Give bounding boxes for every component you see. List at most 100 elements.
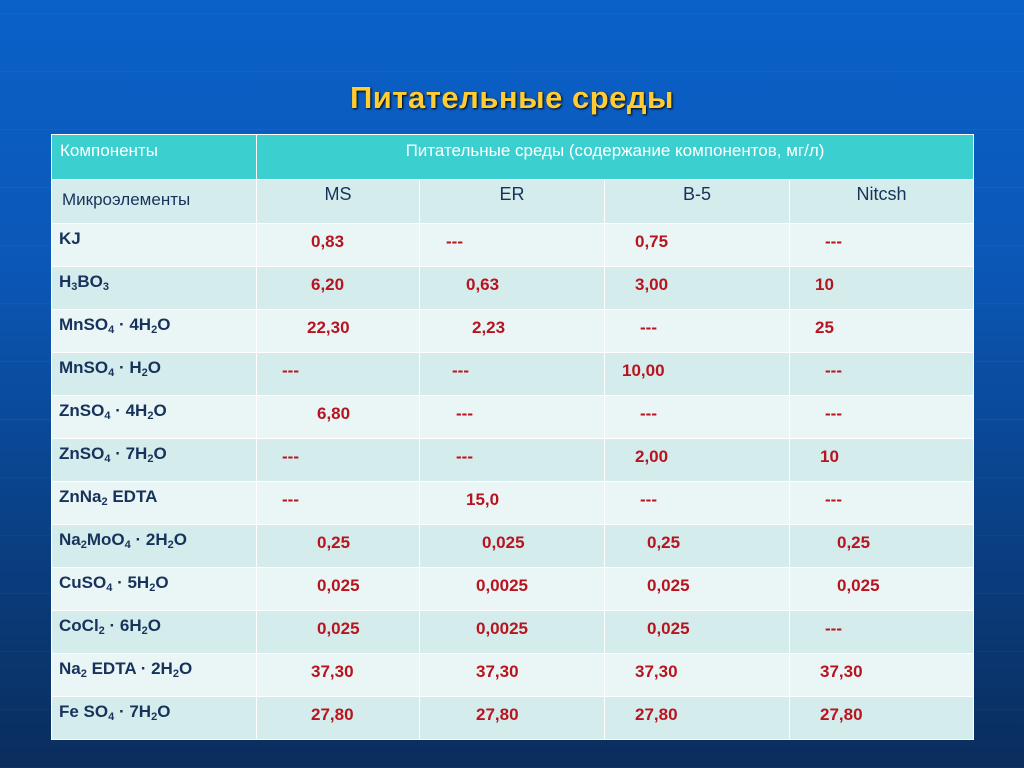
header-microelements-cell: Микроэлементы <box>51 179 257 224</box>
nutrient-media-table: Компоненты Питательные среды (содержание… <box>51 134 974 740</box>
value-cell: --- <box>256 352 420 396</box>
formula-part: · 4H <box>114 315 152 334</box>
value-cell: --- <box>789 223 974 267</box>
component-name-cell: MnSO4 · H2O <box>51 352 257 396</box>
component-name-cell: Fe SO4 · 7H2O <box>51 696 257 740</box>
formula-subscript: 4 <box>104 410 111 422</box>
component-name-cell: MnSO4 · 4H2O <box>51 309 257 353</box>
value-cell: --- <box>256 438 420 482</box>
value-cell: --- <box>419 352 605 396</box>
formula-part: MoO <box>86 530 125 549</box>
table-row: KJ 0,83 --- 0,75 --- <box>51 223 974 267</box>
formula-part: MnSO <box>59 358 109 377</box>
table-row: H3BO3 6,20 0,63 3,00 10 <box>51 266 974 310</box>
component-name-cell: ZnSO4 · 7H2O <box>51 438 257 482</box>
value-cell: 0,25 <box>789 524 974 568</box>
value-cell: 0,0025 <box>419 610 605 654</box>
formula-part: O <box>153 444 167 463</box>
formula-part: MnSO <box>59 315 109 334</box>
formula-subscript: 2 <box>141 625 148 637</box>
formula-part: · 5H <box>112 573 150 592</box>
formula-subscript: 2 <box>80 668 87 680</box>
formula-subscript: 3 <box>102 281 110 293</box>
formula-part: · 7H <box>110 444 148 463</box>
component-name-cell: KJ <box>51 223 257 267</box>
value-cell: 0,025 <box>604 610 790 654</box>
formula-subscript: 4 <box>124 539 131 551</box>
value-cell: 0,75 <box>604 223 790 267</box>
value-cell: 25 <box>789 309 974 353</box>
formula-part: · 4H <box>110 401 148 420</box>
value-cell: 37,30 <box>789 653 974 697</box>
formula-part: EDTA <box>107 487 158 506</box>
header-row-2: Микроэлементы MS ER B-5 Nitcsh <box>51 179 974 224</box>
header-medium-ms: MS <box>256 179 420 224</box>
value-cell: --- <box>419 223 605 267</box>
header-medium-b5: B-5 <box>604 179 790 224</box>
formula-part: EDTA · 2H <box>86 659 173 678</box>
table-row: ZnNa2 EDTA --- 15,0 --- --- <box>51 481 974 525</box>
component-name-cell: Na2MoO4 · 2H2O <box>51 524 257 568</box>
value-cell: 2,00 <box>604 438 790 482</box>
value-cell: 10 <box>789 438 974 482</box>
formula-subscript: 4 <box>108 324 115 336</box>
formula-subscript: 4 <box>108 711 115 723</box>
value-cell: 0,025 <box>419 524 605 568</box>
formula-part: ZnNa <box>59 487 102 506</box>
formula-subscript: 2 <box>167 539 174 551</box>
value-cell: --- <box>419 438 605 482</box>
formula-subscript: 4 <box>108 367 115 379</box>
value-cell: 0,25 <box>256 524 420 568</box>
formula-subscript: 2 <box>101 496 108 508</box>
table-row: MnSO4 · H2O --- --- 10,00 --- <box>51 352 974 396</box>
value-cell: 0,0025 <box>419 567 605 611</box>
table-row: CuSO4 · 5H2O 0,025 0,0025 0,025 0,025 <box>51 567 974 611</box>
value-cell: 22,30 <box>256 309 420 353</box>
table-row: MnSO4 · 4H2O 22,30 2,23 --- 25 <box>51 309 974 353</box>
component-name-cell: Na2 EDTA · 2H2O <box>51 653 257 697</box>
table-row: ZnSO4 · 4H2O 6,80 --- --- --- <box>51 395 974 439</box>
table-row: ZnSO4 · 7H2O --- --- 2,00 10 <box>51 438 974 482</box>
value-cell: 0,83 <box>256 223 420 267</box>
formula-part: O <box>178 659 193 678</box>
component-name-cell: H3BO3 <box>51 266 257 310</box>
formula-part: ZnSO <box>59 444 105 463</box>
header-medium-er: ER <box>419 179 605 224</box>
formula-part: BO <box>77 272 103 291</box>
value-cell: --- <box>789 481 974 525</box>
value-cell: 6,20 <box>256 266 420 310</box>
value-cell: --- <box>419 395 605 439</box>
value-cell: 10,00 <box>604 352 790 396</box>
value-cell: --- <box>604 395 790 439</box>
value-cell: --- <box>789 610 974 654</box>
formula-part: O <box>147 358 161 377</box>
formula-subscript: 2 <box>172 668 179 680</box>
value-cell: 0,025 <box>604 567 790 611</box>
formula-subscript: 2 <box>141 367 148 379</box>
formula-part: Fe SO <box>59 702 109 721</box>
component-name-cell: ZnNa2 EDTA <box>51 481 257 525</box>
formula-part: Na <box>59 530 81 549</box>
formula-subscript: 2 <box>151 711 158 723</box>
value-cell: 0,25 <box>604 524 790 568</box>
slide-title: Питательные среды <box>349 80 675 115</box>
formula-part: · 6H <box>104 616 142 635</box>
formula-part: · 7H <box>114 702 152 721</box>
header-medium-nitcsh: Nitcsh <box>789 179 974 224</box>
formula-part: · H <box>114 358 142 377</box>
formula-part: O <box>147 616 161 635</box>
formula-part: Na <box>59 659 81 678</box>
value-cell: --- <box>604 481 790 525</box>
table-row: Na2MoO4 · 2H2O 0,25 0,025 0,25 0,25 <box>51 524 974 568</box>
header-row-1: Компоненты Питательные среды (содержание… <box>51 134 974 180</box>
formula-part: O <box>153 401 167 420</box>
formula-part: O <box>157 702 171 721</box>
formula-part: KJ <box>59 229 81 248</box>
value-cell: 6,80 <box>256 395 420 439</box>
formula-subscript: 4 <box>104 453 111 465</box>
formula-subscript: 2 <box>147 453 154 465</box>
value-cell: 27,80 <box>604 696 790 740</box>
value-cell: 37,30 <box>604 653 790 697</box>
formula-part: O <box>157 315 171 334</box>
header-components: Компоненты <box>60 141 158 160</box>
